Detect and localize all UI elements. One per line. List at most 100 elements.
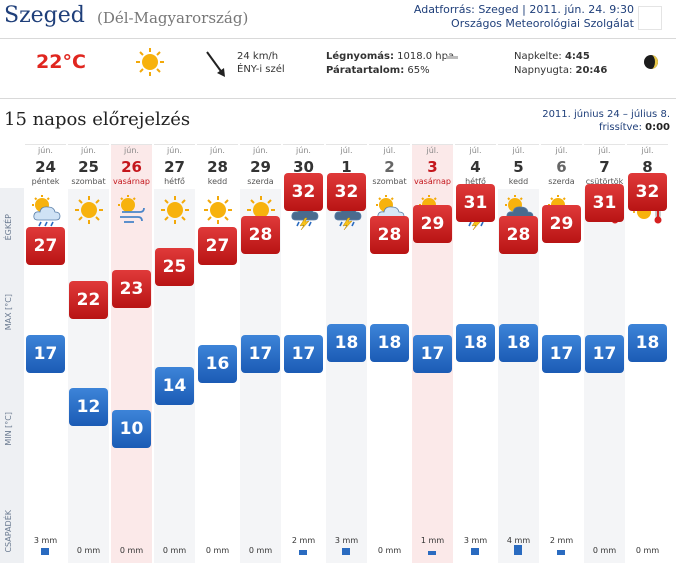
sun-icon [72,194,106,234]
sun-times: Napkelte: 4:45 Napnyugta: 20:46 [514,50,607,78]
max-temp-box: 28 [370,216,409,254]
wind-speed: 24 km/h [237,51,279,62]
humidity-value: 65% [407,65,430,76]
day-number: 6 [556,158,567,176]
precip-amount: 0 mm [592,546,617,555]
day-number: 25 [78,158,99,176]
row-label-icon: ÉGKÉP [4,214,13,241]
day-weekday: szerda [247,177,274,186]
day-header: jún. 24 péntek [25,144,66,189]
precip-amount: 0 mm [248,546,273,555]
day-number: 27 [164,158,185,176]
city-name: Szeged [4,3,85,28]
forecast-day-column[interactable]: jún. 28 kedd 27 16 0 mm [197,144,238,563]
forecast-range: 2011. június 24 – július 8. frissítve: 0… [542,108,670,134]
precip-amount: 4 mm [506,536,531,545]
day-month: júl. [340,146,353,155]
min-temp-box: 17 [542,335,581,373]
forecast-row-labels: ÉGKÉP MAX [°C] MIN [°C] CSAPADÉK [0,188,24,563]
precip-bar [41,547,49,555]
day-header: júl. 5 kedd [498,144,539,189]
precip-amount: 0 mm [162,546,187,555]
day-header: júl. 3 vasárnap [412,144,453,189]
max-temp-box: 32 [284,173,323,211]
max-temp-box: 32 [327,173,366,211]
day-number: 7 [599,158,610,176]
max-temp-box: 28 [241,216,280,254]
header-divider [0,38,676,39]
min-temp-box: 16 [198,345,237,383]
min-temp-box: 17 [585,335,624,373]
min-temp-box: 12 [69,388,108,426]
forecast-day-column[interactable]: júl. 8 péntek 32 18 0 mm [627,144,668,563]
precip-amount: 2 mm [291,536,316,545]
day-header: júl. 7 csütörtök [584,144,625,189]
day-number: 3 [427,158,438,176]
day-weekday: szombat [372,177,407,186]
forecast-title: 15 napos előrejelzés [4,109,191,130]
forecast-day-column[interactable]: jún. 27 hétfő 25 14 0 mm [154,144,195,563]
min-temp-box: 18 [499,324,538,362]
max-temp-box: 23 [112,270,151,308]
forecast-day-column[interactable]: júl. 2 szombat 28 18 0 mm [369,144,410,563]
sun-icon [201,194,235,234]
precip-amount: 3 mm [463,536,488,545]
max-temp-box: 32 [628,173,667,211]
forecast-day-column[interactable]: jún. 29 szerda 28 17 0 mm [240,144,281,563]
day-number: 4 [470,158,481,176]
day-number: 8 [642,158,653,176]
forecast-day-column[interactable]: jún. 26 vasárnap 23 10 0 mm [111,144,152,563]
max-temp-box: 31 [585,184,624,222]
region-name: (Dél-Magyarország) [97,9,249,27]
sun-icon [135,47,165,81]
sun-cloud-rain-icon [29,194,63,234]
day-number: 2 [384,158,395,176]
day-number: 26 [121,158,142,176]
forecast-day-column[interactable]: júl. 3 vasárnap 29 17 1 mm [412,144,453,563]
data-source-line2[interactable]: Országos Meteorológiai Szolgálat [451,17,634,30]
precip-bar [471,547,479,555]
precip-bar [557,550,565,555]
forecast-day-column[interactable]: júl. 7 csütörtök 31 17 0 mm [584,144,625,563]
day-header: jún. 28 kedd [197,144,238,189]
forecast-day-column[interactable]: júl. 1 péntek 32 18 3 mm [326,144,367,563]
row-label-max: MAX [°C] [4,294,13,331]
forecast-day-column[interactable]: júl. 4 hétfő 31 18 3 mm [455,144,496,563]
day-header: júl. 2 szombat [369,144,410,189]
max-temp-box: 29 [542,205,581,243]
day-number: 29 [250,158,271,176]
day-month: jún. [296,146,311,155]
day-month: júl. [426,146,439,155]
min-temp-box: 18 [628,324,667,362]
forecast-day-column[interactable]: júl. 6 szerda 29 17 2 mm [541,144,582,563]
updated-label: frissítve: [598,122,642,133]
day-month: jún. [210,146,225,155]
day-month: júl. [598,146,611,155]
data-source-line1: Adatforrás: Szeged | 2011. jún. 24. 9:30 [413,3,634,16]
day-weekday: péntek [31,177,60,186]
wind-direction: ÉNY-i szél [237,64,285,75]
day-weekday: vasárnap [113,177,150,186]
pressure-label: Légnyomás: [326,51,394,62]
precip-bar [428,551,436,555]
day-number: 30 [293,158,314,176]
row-label-precip: CSAPADÉK [4,510,13,553]
day-weekday: hétfő [164,177,185,186]
forecast-day-column[interactable]: jún. 25 szombat 22 12 0 mm [68,144,109,563]
forecast-day-column[interactable]: jún. 30 csütörtök 32 17 2 mm [283,144,324,563]
forecast-day-column[interactable]: jún. 24 péntek 27 17 3 mm [25,144,66,563]
precip-amount: 0 mm [635,546,660,555]
day-month: júl. [555,146,568,155]
min-temp-box: 18 [456,324,495,362]
day-month: jún. [167,146,182,155]
precip-amount: 0 mm [377,546,402,555]
min-temp-box: 10 [112,410,151,448]
precip-amount: 2 mm [549,536,574,545]
max-temp-box: 25 [155,248,194,286]
day-month: júl. [383,146,396,155]
max-temp-box: 27 [26,227,65,265]
day-header: júl. 6 szerda [541,144,582,189]
pressure-trend-bar [446,56,458,59]
precip-amount: 1 mm [420,536,445,545]
forecast-day-column[interactable]: júl. 5 kedd 28 18 4 mm [498,144,539,563]
